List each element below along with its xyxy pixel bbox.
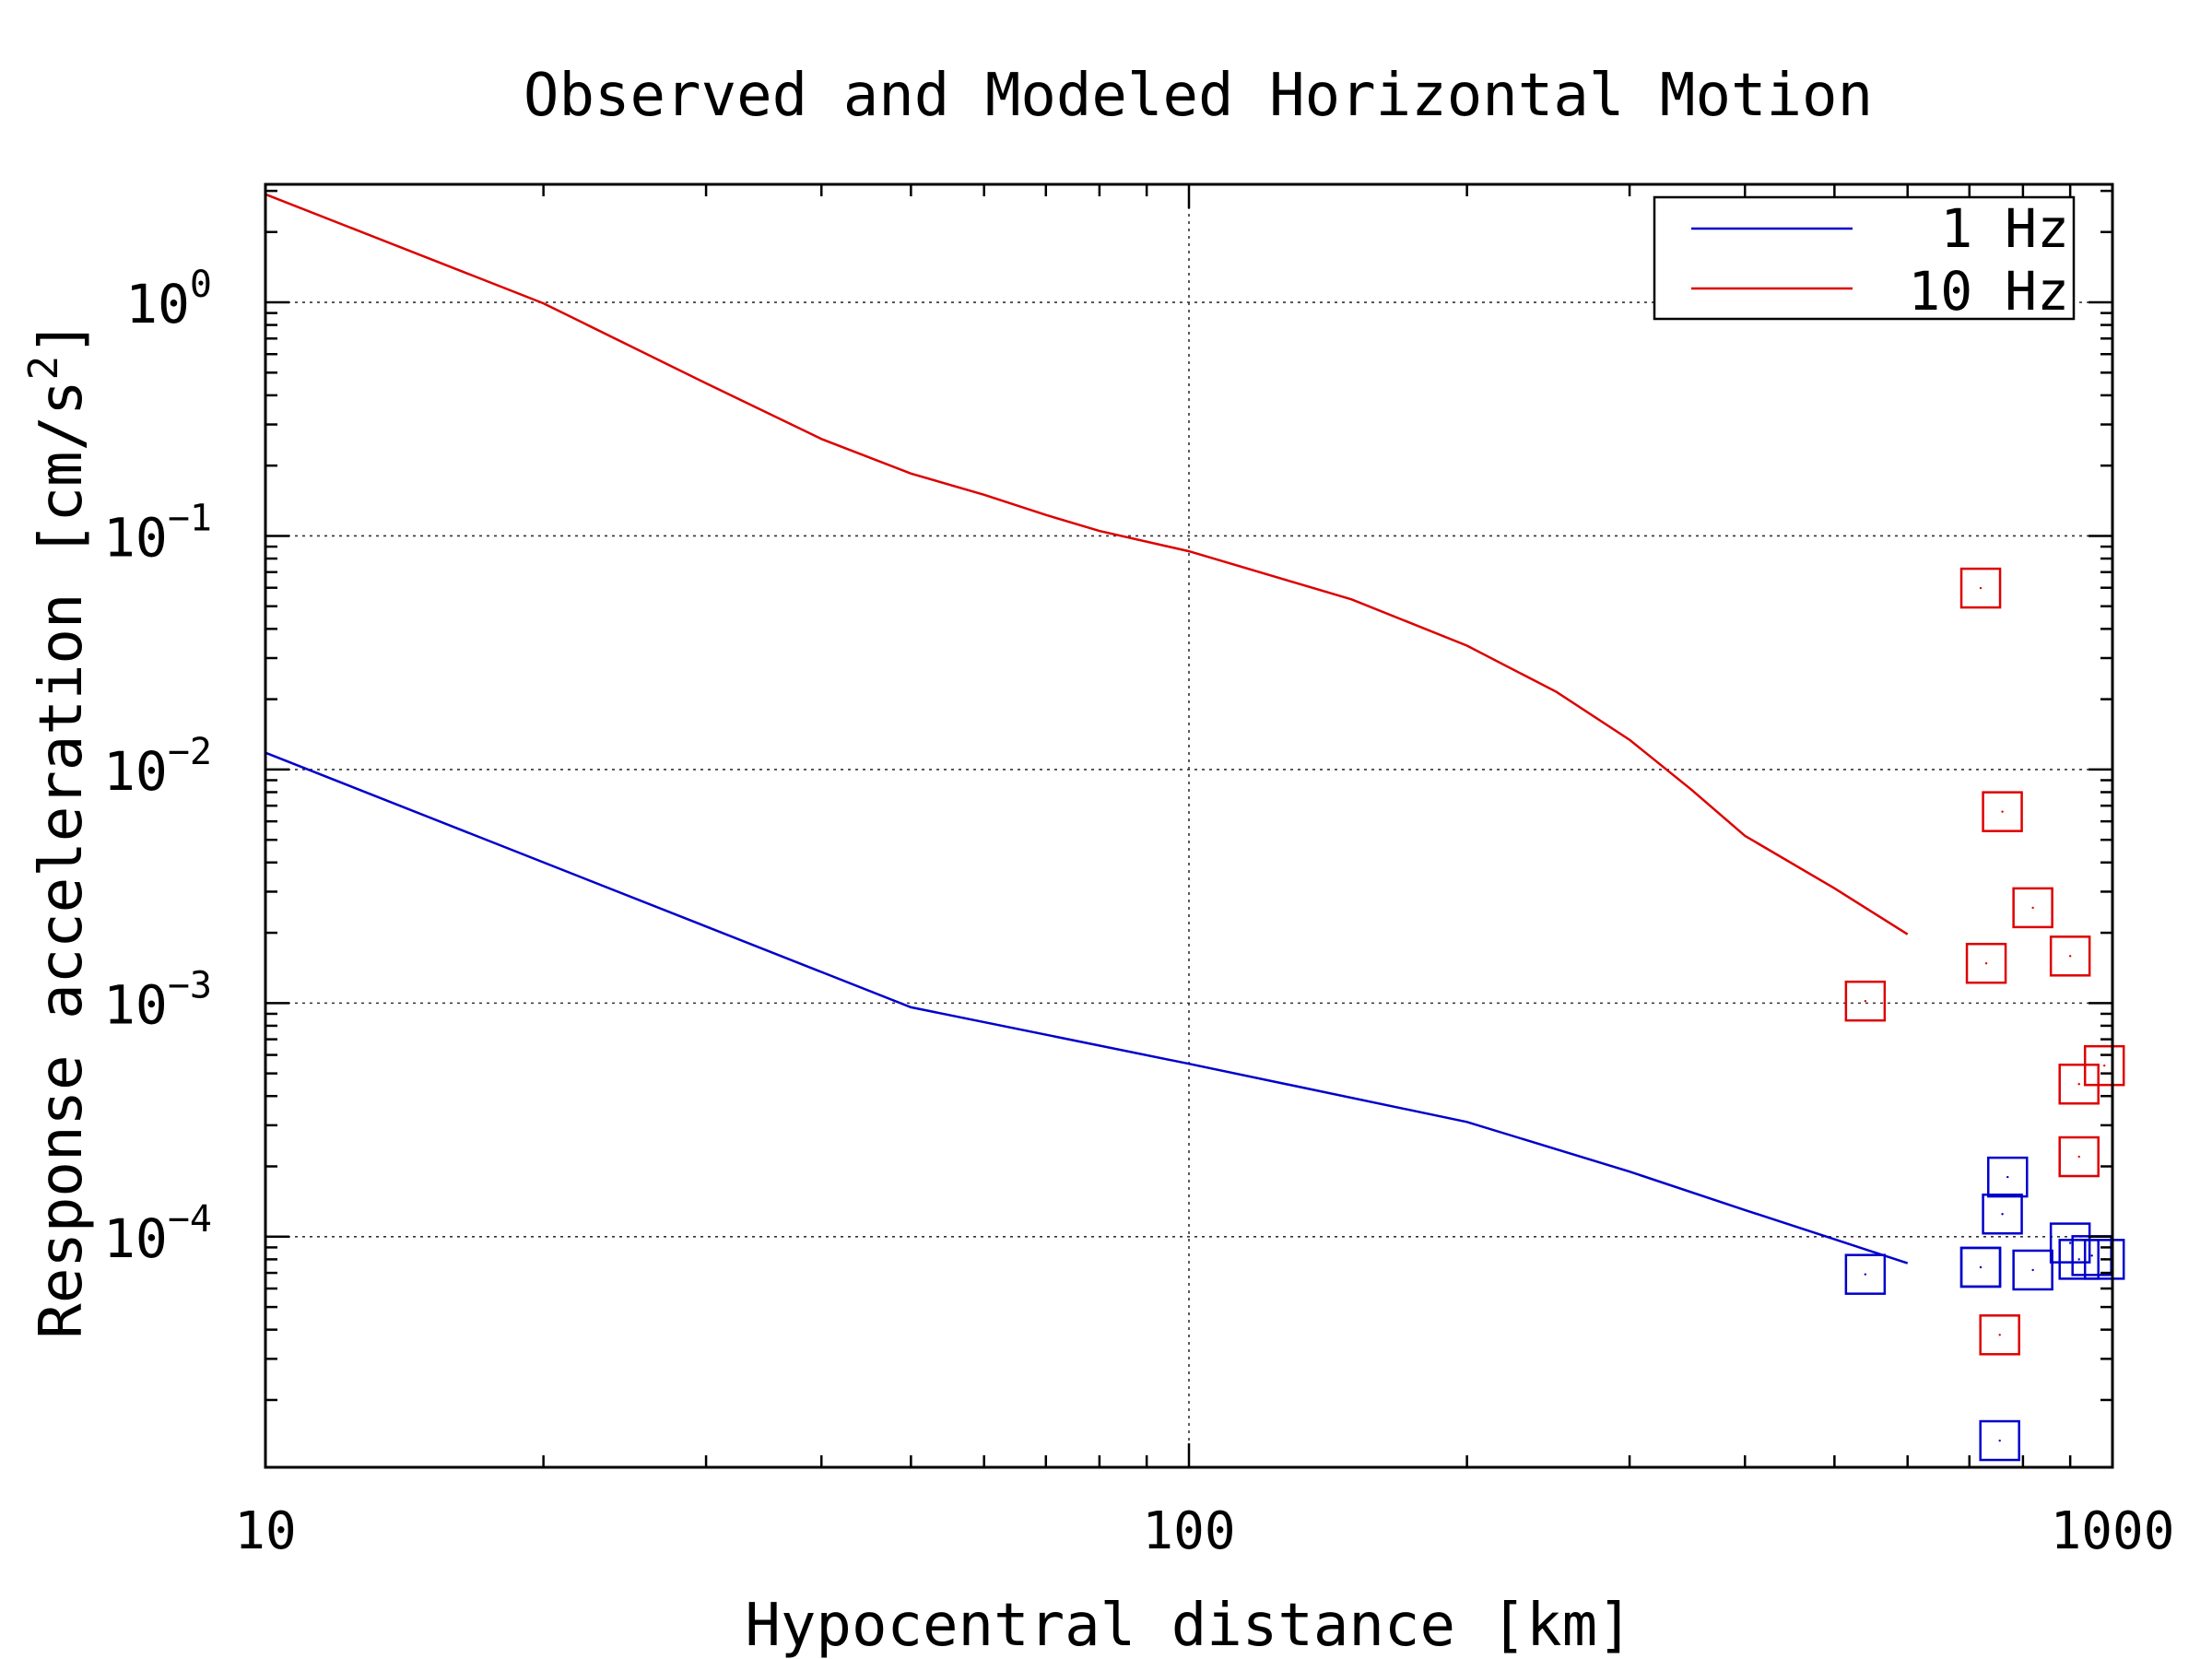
- legend-box: [1653, 195, 2076, 321]
- y-axis-label-sup: 2: [20, 356, 67, 381]
- observed-marker-1hz: [2083, 1239, 2125, 1280]
- observed-marker-dot-1hz: [2006, 1175, 2009, 1179]
- observed-marker-dot-10hz: [1984, 962, 1988, 965]
- legend-label-10hz: 10 Hz: [1908, 260, 2069, 323]
- y-axis-label-close: ]: [28, 320, 96, 356]
- observed-marker-dot-1hz: [2090, 1254, 2093, 1257]
- y-axis-label: Response acceleration [cm/s2]: [20, 320, 96, 1338]
- x-tick-labels: 10 100 1000: [234, 1501, 2174, 1561]
- observed-marker-dot-10hz: [1864, 999, 1867, 1003]
- observed-marker-dot-1hz: [2031, 1268, 2034, 1272]
- observed-marker-10hz: [2012, 887, 2053, 929]
- legend: 1 Hz 10 Hz: [1653, 195, 2076, 323]
- observed-marker-dot-10hz: [2031, 906, 2034, 910]
- observed-marker-10hz: [2058, 1064, 2100, 1105]
- observed-marker-1hz: [2049, 1222, 2091, 1264]
- observed-marker-10hz: [1959, 567, 2002, 609]
- observed-marker-10hz: [2049, 935, 2091, 977]
- observed-marker-dot-1hz: [2068, 1241, 2072, 1244]
- observed-marker-dot-10hz: [2077, 1083, 2080, 1086]
- series-line-1hz: [265, 751, 1909, 1265]
- x-tick-label: 1000: [2051, 1501, 2175, 1561]
- x-axis-label: Hypocentral distance [km]: [745, 1592, 1632, 1659]
- observed-marker-dot-10hz: [2077, 1155, 2080, 1159]
- observed-marker-1hz: [1959, 1246, 2002, 1288]
- chart-title: Observed and Modeled Horizontal Motion: [524, 62, 1873, 130]
- y-axis-label-text: Response acceleration [cm/s: [28, 380, 96, 1338]
- observed-marker-dot-10hz: [2001, 810, 2004, 813]
- observed-marker-1hz: [2012, 1249, 2053, 1291]
- x-tick-label: 10: [234, 1501, 296, 1561]
- x-tick-label: 100: [1142, 1501, 1235, 1561]
- y-tick-label: 10−2: [103, 731, 212, 803]
- observed-marker-1hz: [1982, 1193, 2023, 1235]
- observed-marker-dot-1hz: [2077, 1258, 2080, 1261]
- observed-marker-dot-1hz: [1998, 1439, 2001, 1442]
- observed-marker-dot-10hz: [1979, 586, 1983, 590]
- y-tick-label: 10−4: [103, 1198, 212, 1270]
- y-tick-label: 100: [125, 264, 212, 335]
- y-tick-label: 10−1: [103, 497, 212, 569]
- observed-marker-1hz: [1844, 1253, 1887, 1295]
- observed-marker-1hz: [1987, 1156, 2029, 1198]
- observed-marker-dot-10hz: [1998, 1334, 2001, 1336]
- observed-marker-dot-10hz: [2103, 1064, 2106, 1067]
- observed-marker-10hz: [1844, 980, 1887, 1022]
- observed-marker-10hz: [1965, 942, 2007, 984]
- observed-marker-1hz: [2058, 1239, 2100, 1280]
- observed-markers: [1844, 567, 2125, 1462]
- observed-marker-10hz: [1979, 1314, 2020, 1356]
- observed-marker-dot-1hz: [2001, 1213, 2004, 1216]
- series-line-10hz: [265, 193, 1909, 935]
- ticks: [264, 184, 2114, 1467]
- observed-marker-10hz: [2058, 1135, 2100, 1178]
- observed-marker-10hz: [1982, 791, 2023, 832]
- y-tick-label: 10−3: [103, 964, 212, 1036]
- grid: [265, 184, 2112, 1467]
- observed-marker-1hz: [1979, 1419, 2020, 1462]
- observed-marker-dot-1hz: [1864, 1273, 1867, 1276]
- legend-label-1hz: 1 Hz: [1940, 197, 2069, 260]
- observed-marker-dot-1hz: [1979, 1265, 1983, 1269]
- y-tick-labels: 100 10−1 10−2 10−3 10−4: [103, 264, 212, 1270]
- observed-marker-dot-10hz: [2068, 955, 2072, 958]
- series-layer: [265, 193, 1909, 1265]
